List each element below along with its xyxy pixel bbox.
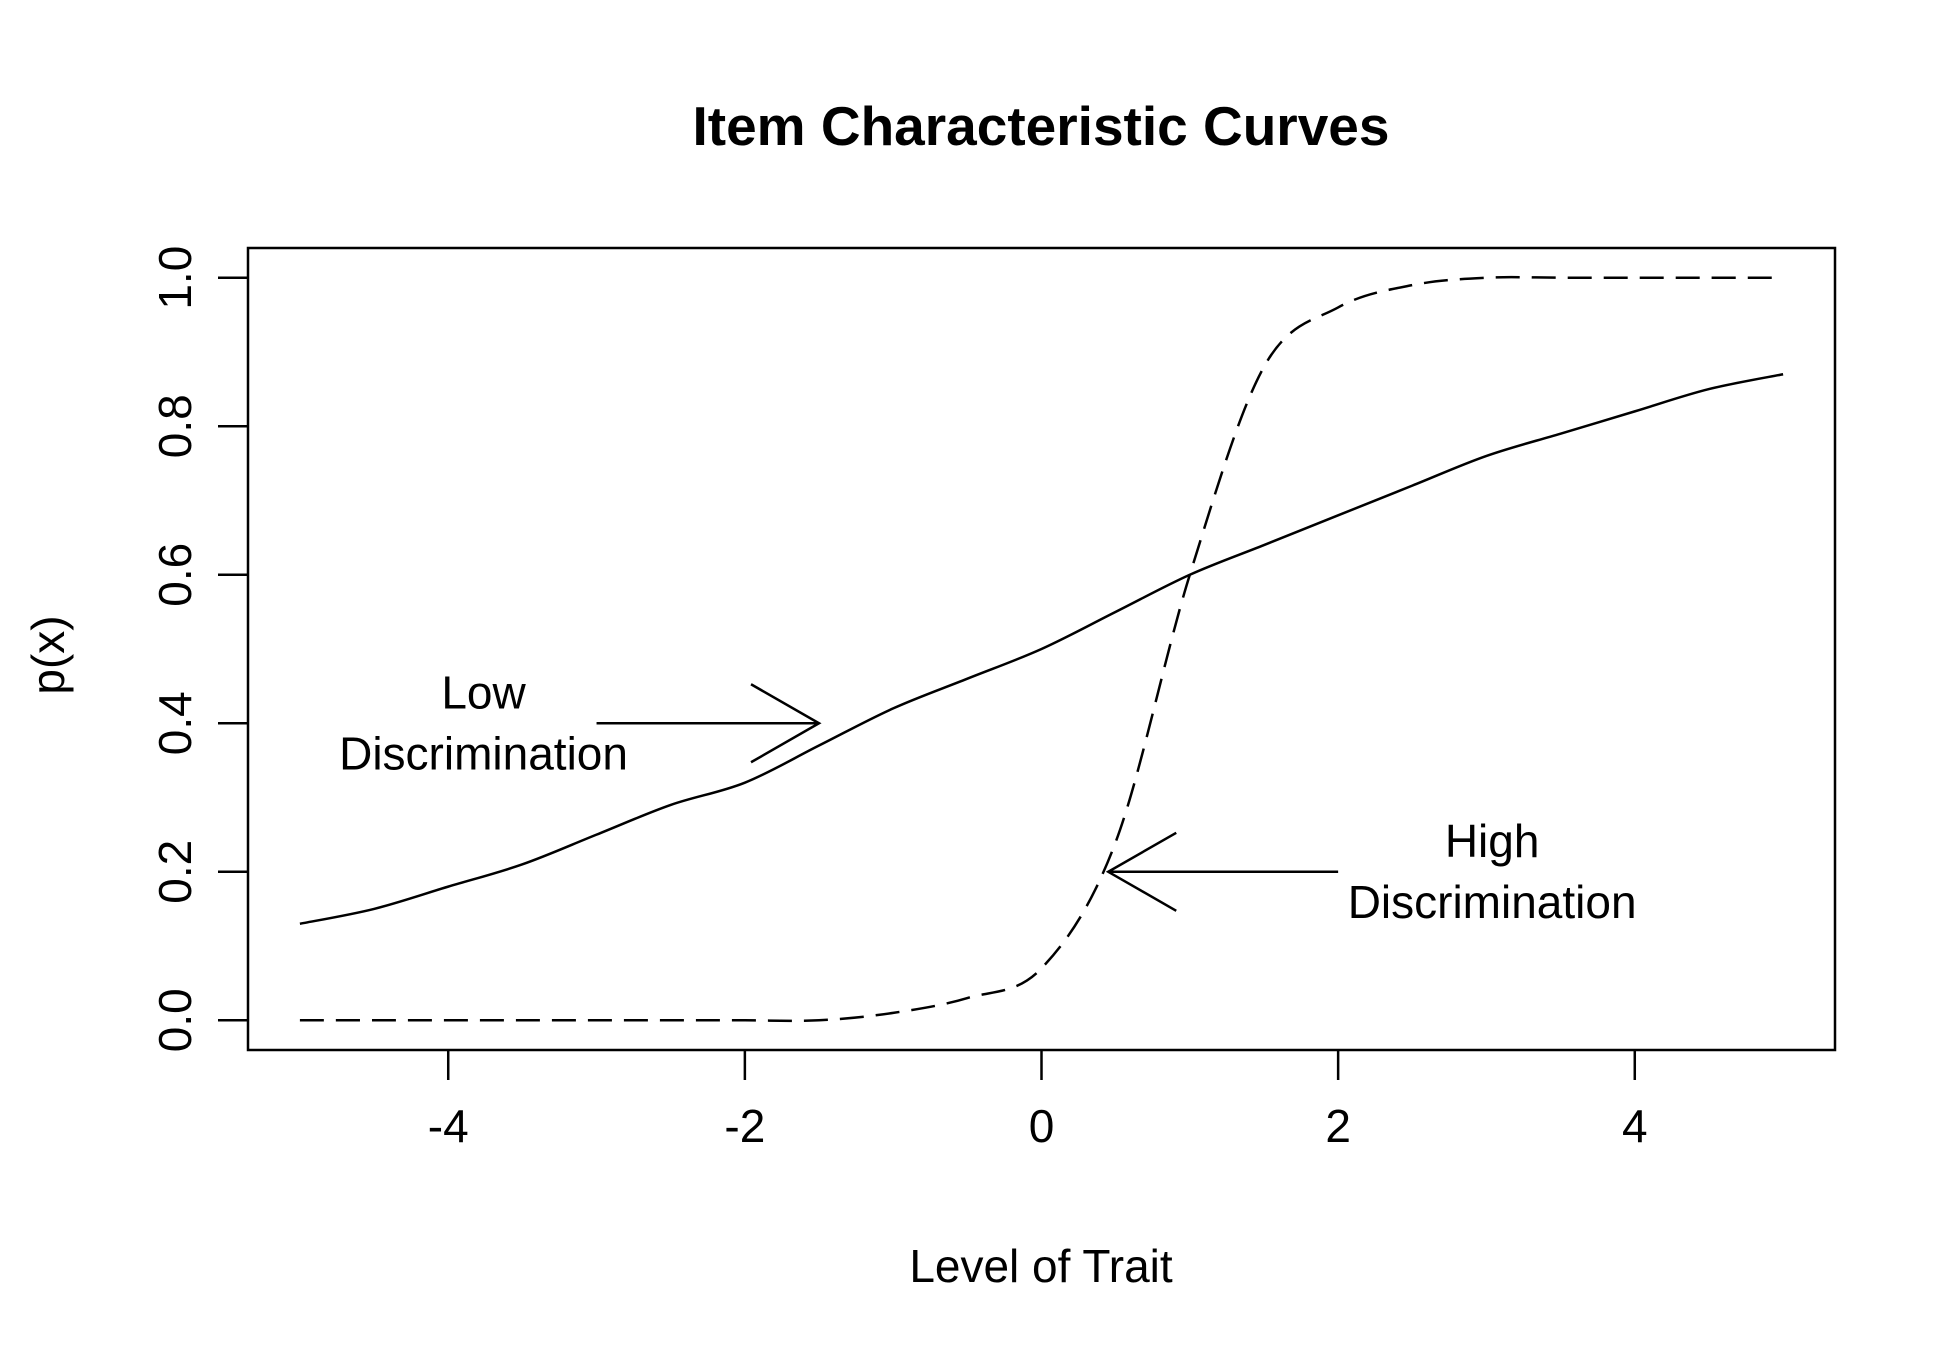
y-tick-label: 0.6 [149, 543, 201, 607]
chart-title: Item Characteristic Curves [693, 95, 1390, 157]
x-tick-label: -4 [428, 1100, 469, 1152]
annotation-text-line: Discrimination [1348, 876, 1637, 928]
x-tick-label: 4 [1622, 1100, 1648, 1152]
x-tick-label: 0 [1029, 1100, 1055, 1152]
y-tick-label: 0.0 [149, 988, 201, 1052]
series-line-dashed [299, 275, 1784, 1023]
annotation-text-line: Discrimination [339, 727, 628, 779]
annotation-arrow-head [1105, 831, 1177, 912]
series-line-solid [299, 373, 1784, 925]
annotation: Low Discrimination [339, 666, 822, 779]
y-axis-label: p(x) [22, 615, 74, 694]
annotation-text-line: High [1445, 815, 1540, 867]
y-tick-label: 0.4 [149, 691, 201, 755]
annotation: High Discrimination [1105, 815, 1637, 928]
y-tick-label: 1.0 [149, 246, 201, 310]
y-tick-label: 0.8 [149, 394, 201, 458]
annotation-arrow-head [750, 683, 822, 764]
x-tick-label: 2 [1325, 1100, 1351, 1152]
y-tick-label: 0.2 [149, 840, 201, 904]
x-tick-label: -2 [724, 1100, 765, 1152]
plot-area: -4 -2 0 2 4 0.0 0.2 0.4 0.6 0.8 1.0 Low Discriminati… [149, 246, 1837, 1152]
x-axis-label: Level of Trait [909, 1240, 1173, 1292]
annotation-text-line: Low [441, 666, 526, 718]
